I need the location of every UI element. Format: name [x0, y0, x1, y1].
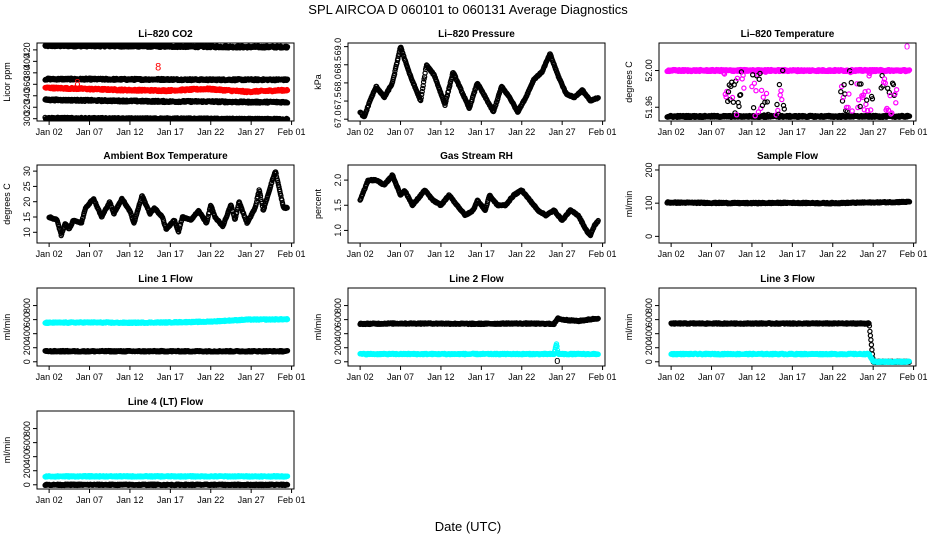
x-tick-label: Jan 17	[779, 127, 806, 137]
y-tick-label: 68.0	[333, 74, 343, 92]
data-point-temperature-oscillation	[857, 98, 861, 102]
x-tick-label: Jan 22	[819, 127, 846, 137]
panel-annotation: 8	[155, 62, 161, 74]
y-tick-label: 15	[22, 212, 32, 222]
data-point-temperature-oscillation	[764, 91, 768, 95]
x-tick-label: Feb 01	[589, 127, 617, 137]
x-tick-label: Jan 02	[347, 127, 374, 137]
panel-title: Gas Stream RH	[440, 151, 513, 162]
x-tick-label: Feb 01	[278, 249, 306, 259]
panel-ylabel: percent	[313, 188, 323, 219]
y-tick-label: 67.5	[333, 92, 343, 110]
y-tick-label: 69.0	[333, 38, 343, 56]
panel-ylabel: Licor ppm	[2, 62, 12, 102]
data-point-temperature-oscillation	[760, 88, 764, 92]
panel-3: Li–820 Temperature degrees C o Jan 02 Jan 07…	[624, 29, 928, 137]
panels-group: Li–820 CO2 Licor ppm 8 8 Jan 02 Jan 07 Jan 12 J…	[2, 29, 928, 505]
panel-title: Li–820 CO2	[138, 29, 193, 40]
panel-data	[47, 170, 289, 238]
panel-data	[358, 173, 600, 238]
panel-ylabel: degrees C	[2, 183, 12, 225]
data-point-temperature-oscillation	[780, 98, 784, 102]
y-tick-label: 52.00	[644, 59, 654, 82]
x-tick-label: Jan 07	[76, 127, 103, 137]
x-tick-label: Jan 27	[238, 249, 265, 259]
panel-ylabel: kPa	[313, 74, 323, 90]
y-tick-label: 20	[22, 197, 32, 207]
panel-1: Li–820 CO2 Licor ppm 8 8 Jan 02 Jan 07 Jan 12 J…	[2, 29, 306, 137]
x-tick-label: Jan 02	[658, 127, 685, 137]
x-tick-label: Jan 07	[698, 127, 725, 137]
data-point-temperature-oscillation	[777, 83, 781, 87]
x-tick-label: Jan 22	[197, 249, 224, 259]
data-point-temperature-oscillation	[850, 109, 854, 113]
x-tick-label: Jan 17	[157, 249, 184, 259]
data-point-temperature-oscillation	[779, 89, 783, 93]
data-point-temperature-oscillation	[894, 101, 898, 105]
figure-xlabel: Date (UTC)	[435, 519, 501, 534]
y-tick-label: 67.0	[333, 110, 343, 128]
x-tick-label: Feb 01	[278, 127, 306, 137]
data-point-temperature-oscillation	[752, 106, 756, 110]
x-tick-label: Jan 12	[116, 127, 143, 137]
data-point-temperature-oscillation	[778, 93, 782, 97]
panel-title: Li–820 Pressure	[438, 29, 515, 40]
panel-2: Li–820 Pressure kPa Jan 02 Jan 07 Jan 12 Jan …	[313, 29, 617, 137]
x-tick-label: Jan 27	[549, 127, 576, 137]
panel-annotation: 8	[74, 78, 80, 90]
x-tick-label: Jan 02	[36, 127, 63, 137]
x-tick-label: Jan 22	[508, 127, 535, 137]
x-tick-label: Jan 17	[468, 127, 495, 137]
panel-title: Li–820 Temperature	[741, 29, 835, 40]
data-point-temperature-oscillation	[731, 100, 735, 104]
y-tick-label: 68.5	[333, 56, 343, 74]
x-tick-label: Jan 07	[387, 127, 414, 137]
data-point-temperature-oscillation	[886, 86, 890, 90]
data-point-temperature-oscillation	[752, 81, 756, 85]
panel-data	[358, 45, 600, 119]
x-tick-label: Jan 27	[238, 127, 265, 137]
x-tick-label: Jan 12	[738, 127, 765, 137]
data-point-temperature-oscillation	[775, 102, 779, 106]
x-tick-label: Jan 27	[860, 127, 887, 137]
figure-title: SPL AIRCOA D 060101 to 060131 Average Di…	[308, 2, 628, 17]
data-point-temperature-oscillation	[865, 98, 869, 102]
panel-data	[665, 68, 912, 120]
data-point-temperature-oscillation	[849, 81, 853, 85]
data-point-temperature-oscillation	[757, 77, 761, 81]
x-tick-label: Jan 17	[157, 127, 184, 137]
x-tick-label: Feb 01	[900, 127, 928, 137]
y-tick-label: 10	[22, 227, 32, 237]
x-tick-label: Jan 12	[427, 127, 454, 137]
y-tick-label: 25	[22, 181, 32, 191]
y-tick-label: 420	[22, 42, 32, 57]
x-tick-label: Jan 22	[197, 127, 224, 137]
data-point-temperature-oscillation	[761, 95, 765, 99]
data-point-temperature-oscillation	[895, 88, 899, 92]
x-tick-label: Jan 12	[116, 249, 143, 259]
x-tick-label: Jan 02	[36, 249, 63, 259]
data-point-temperature-oscillation	[839, 90, 843, 94]
panel-4: Ambient Box Temperature degrees C Jan 02 Ja…	[2, 151, 306, 259]
data-point-temperature-oscillation	[864, 102, 868, 106]
data-point-temperature-oscillation	[742, 86, 746, 90]
panel-frame	[659, 43, 916, 121]
data-point-temperature-oscillation	[754, 89, 758, 93]
panel-title: Ambient Box Temperature	[103, 151, 228, 162]
y-tick-label: 51.96	[644, 96, 654, 119]
panel-ylabel: degrees C	[624, 61, 634, 103]
y-tick-label: 30	[22, 166, 32, 176]
panel-annotation: o	[904, 41, 910, 53]
x-tick-label: Jan 07	[76, 249, 103, 259]
